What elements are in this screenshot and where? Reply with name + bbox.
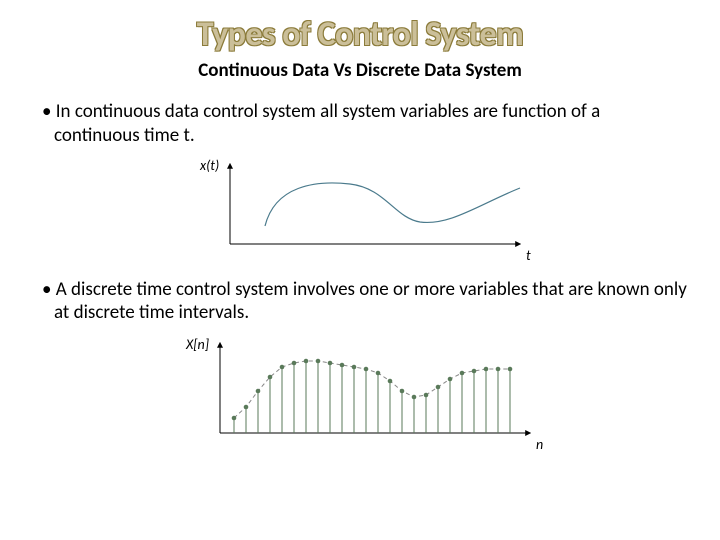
discrete-chart: X[n] n — [170, 333, 550, 453]
bullet-discrete: A discrete time control system involves … — [30, 278, 690, 326]
discrete-chart-wrap: X[n] n — [30, 333, 690, 453]
continuous-chart: x(t) t — [180, 156, 540, 266]
svg-text:t: t — [526, 247, 531, 264]
svg-text:X[n]: X[n] — [185, 336, 209, 353]
slide: Types of Control System Continuous Data … — [0, 0, 720, 453]
page-title: Types of Control System — [30, 14, 690, 55]
svg-text:x(t): x(t) — [199, 157, 219, 174]
subtitle: Continuous Data Vs Discrete Data System — [30, 59, 690, 82]
bullet-continuous: In continuous data control system all sy… — [30, 100, 690, 148]
continuous-chart-wrap: x(t) t — [30, 156, 690, 266]
svg-text:n: n — [536, 436, 543, 453]
